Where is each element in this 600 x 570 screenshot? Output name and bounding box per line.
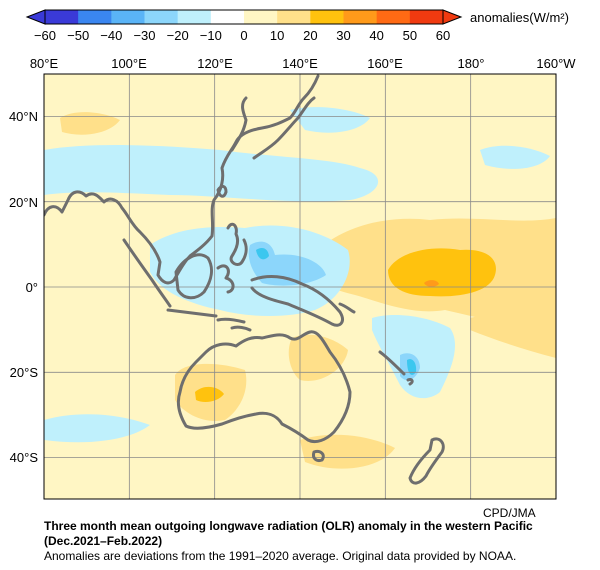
coastline-australia	[176, 330, 352, 444]
lon-label-100e: 100°E	[111, 56, 147, 71]
map-frame	[43, 73, 557, 500]
strong-negative-anomaly-core-north	[256, 248, 269, 260]
legend-tick-label: 40	[369, 28, 383, 43]
legend-tick-label: 20	[303, 28, 317, 43]
figure-note: Anomalies are deviations from the 1991–2…	[44, 549, 517, 563]
latitude-axis-labels: 40°N 20°N 0° 20°S 40°S	[9, 109, 38, 465]
coastline-tasmania	[312, 450, 325, 462]
legend-unit-label: anomalies(W/m²)	[470, 10, 569, 25]
figure-period: (Dec.2021–Feb.2022)	[44, 534, 163, 548]
positive-anomaly-region-south-pacific	[470, 315, 556, 358]
lat-label-40n: 40°N	[9, 109, 38, 124]
legend-tick-label: −40	[100, 28, 122, 43]
legend-tick-label: −30	[133, 28, 155, 43]
moderate-positive-anomaly-western-australia	[195, 386, 224, 402]
legend-color-boxes	[45, 10, 444, 24]
legend-color-box	[111, 10, 145, 24]
legend-color-box	[409, 10, 444, 24]
lon-label-160w: 160°W	[536, 56, 576, 71]
legend-tick-label: −50	[67, 28, 89, 43]
legend-color-box	[244, 10, 278, 24]
legend-color-box	[78, 10, 112, 24]
lat-label-20s: 20°S	[10, 365, 39, 380]
coastline-new-zealand	[408, 437, 445, 485]
legend-color-box	[310, 10, 344, 24]
longitude-axis-labels: 80°E 100°E 120°E 140°E 160°E 180° 160°W	[30, 56, 576, 71]
strong-negative-anomaly-core-coral-sea	[407, 359, 417, 375]
moderate-positive-anomaly-equatorial	[388, 248, 496, 297]
legend-tick-label: 50	[403, 28, 417, 43]
legend-arrow-right	[442, 9, 463, 25]
credit-label: CPD/JMA	[483, 506, 536, 520]
map-panel	[44, 74, 556, 499]
strong-negative-anomaly-regions	[256, 248, 417, 375]
legend-tick-labels: −60 −50 −40 −30 −20 −10 0 10 20 30 40 50 60	[34, 28, 450, 43]
positive-anomaly-region-north-pacific	[60, 112, 120, 135]
figure-title: Three month mean outgoing longwave radia…	[44, 519, 533, 533]
coastline-new-caledonia	[378, 350, 406, 376]
legend-tick-label: 60	[436, 28, 450, 43]
color-legend: −60 −50 −40 −30 −20 −10 0 10 20 30 40 50 60 anomalie…	[25, 9, 569, 43]
legend-color-box	[277, 10, 311, 24]
legend-tick-label: −10	[200, 28, 222, 43]
legend-tick-label: 0	[240, 28, 247, 43]
lon-label-180: 180°	[458, 56, 485, 71]
coastline-sulawesi	[216, 264, 235, 294]
coastline-java	[166, 308, 218, 318]
legend-color-box	[144, 10, 179, 24]
legend-color-box	[376, 10, 411, 24]
lon-label-160e: 160°E	[367, 56, 403, 71]
coastline-taiwan	[216, 184, 228, 198]
legend-color-box	[177, 10, 212, 24]
lon-label-120e: 120°E	[197, 56, 233, 71]
legend-tick-label: −20	[167, 28, 189, 43]
positive-anomaly-region-northern-australia	[288, 334, 348, 381]
strong-positive-anomaly-core	[424, 280, 439, 287]
lat-label-0: 0°	[26, 280, 38, 295]
coastline-philippines	[226, 222, 248, 266]
lon-label-140e: 140°E	[282, 56, 318, 71]
positive-anomaly-region-southern-ocean	[300, 434, 395, 469]
lon-label-80e: 80°E	[30, 56, 59, 71]
legend-color-box	[45, 10, 79, 24]
legend-tick-label: 30	[336, 28, 350, 43]
lat-label-20n: 20°N	[9, 195, 38, 210]
coastline-borneo	[174, 253, 213, 300]
legend-color-box	[210, 10, 245, 24]
legend-color-box	[343, 10, 378, 24]
coastline-new-guinea	[250, 275, 344, 327]
negative-anomaly-region-southern-indian-ocean	[44, 414, 150, 443]
negative-anomaly-region-east-pacific	[480, 145, 550, 169]
negative-anomaly-band-subtropical	[44, 145, 379, 202]
coastline-korean-peninsula	[230, 96, 248, 152]
coastline-lesser-sundas	[216, 317, 252, 332]
coastline-japan	[252, 96, 316, 160]
coastline-sumatra	[122, 238, 172, 308]
coastlines	[44, 74, 445, 485]
legend-tick-label: −60	[34, 28, 56, 43]
moderate-positive-anomaly-regions	[195, 248, 496, 402]
negative-anomaly-region-northwest-pacific	[290, 107, 370, 133]
coastline-fiji	[406, 378, 414, 386]
legend-tick-label: 10	[270, 28, 284, 43]
legend-frame	[44, 9, 444, 25]
coastline-solomon-islands	[338, 302, 356, 314]
legend-arrow-left	[25, 9, 46, 25]
lat-label-40s: 40°S	[10, 450, 39, 465]
